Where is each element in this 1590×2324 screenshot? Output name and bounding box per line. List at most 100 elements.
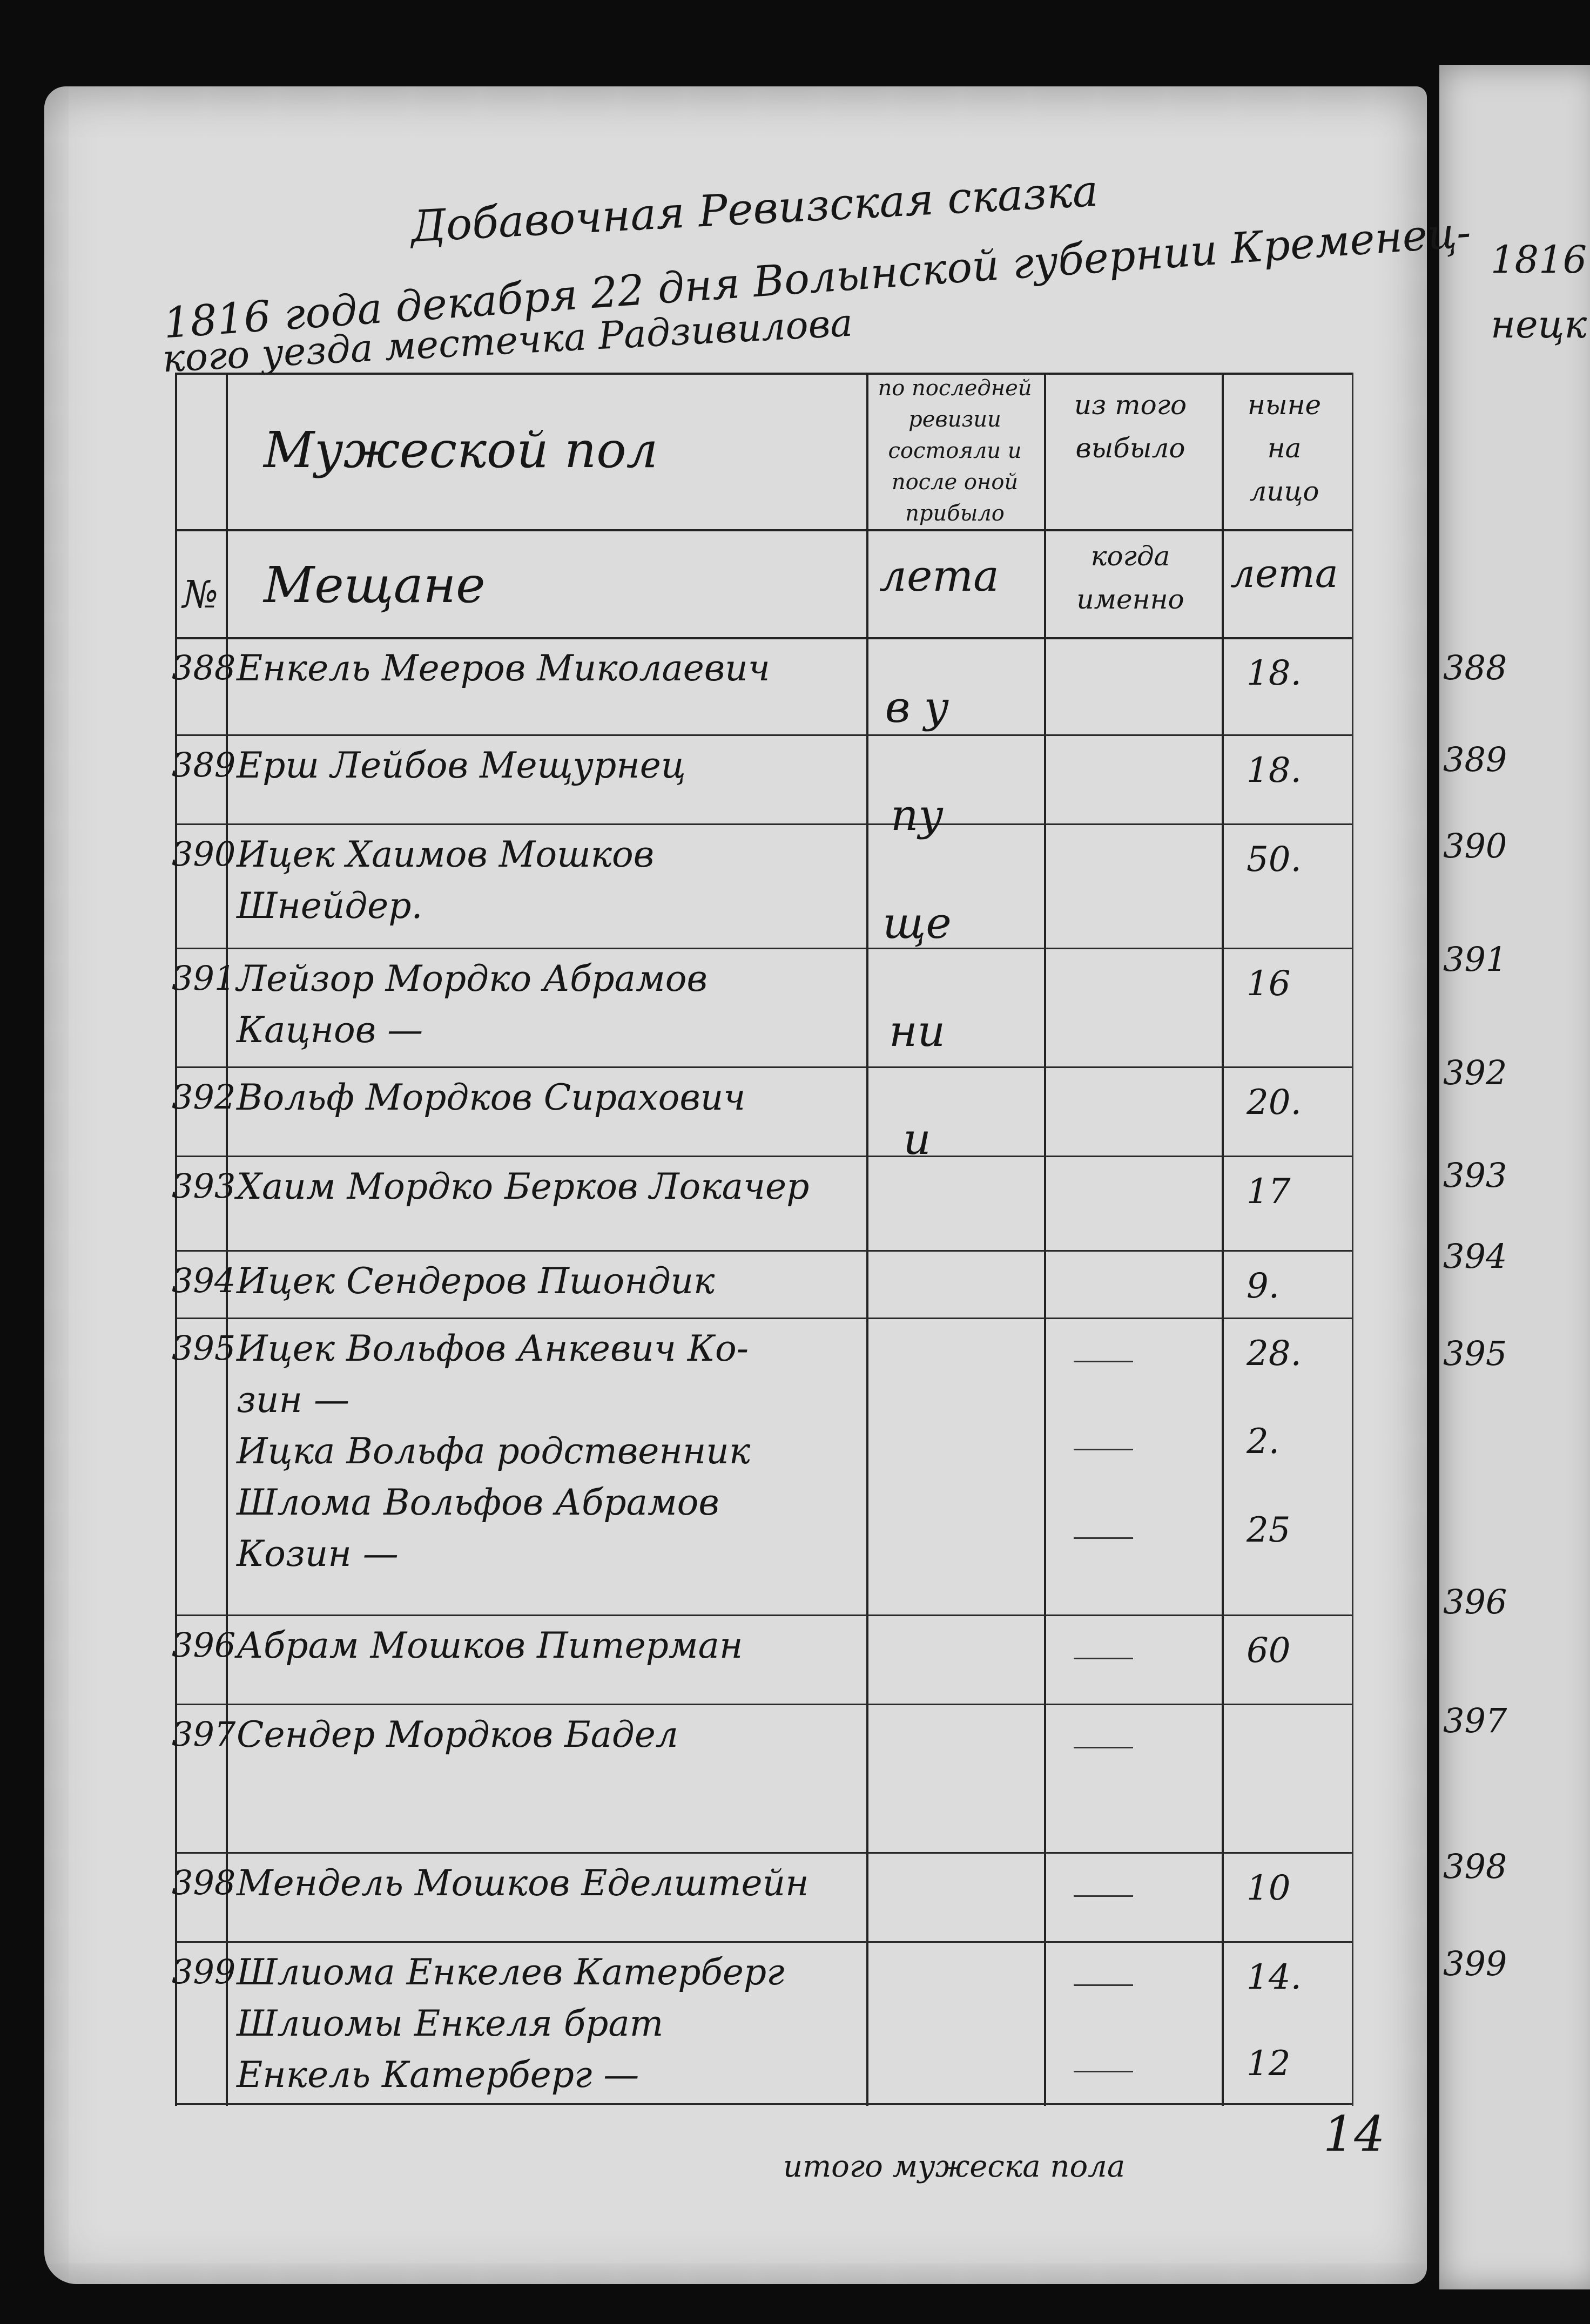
table-row: 399 Шлиома Енкелев Катерберг Шлиомы Енкеля…: [172, 1941, 1352, 2105]
name-line: Ицка Вольфа родственник: [237, 1430, 751, 1472]
column-header-previous: по последней ревизии состояли и после он…: [878, 376, 1032, 526]
age-now: 20.: [1247, 1083, 1302, 1123]
table-row: 394 Ицек Сендеров Пшондик 9.: [172, 1250, 1352, 1319]
next-page-row-number: 393: [1443, 1156, 1507, 1195]
age-now: 18.: [1247, 653, 1302, 693]
age-now: 12: [1247, 2044, 1291, 2084]
row-number: 395: [172, 1328, 236, 1368]
next-page-row-number: 388: [1443, 648, 1507, 687]
age-now: 25: [1247, 1510, 1291, 1550]
empty-dash: [1074, 2071, 1133, 2072]
next-page-row-number: 399: [1443, 1944, 1507, 1983]
row-number: 398: [172, 1863, 236, 1902]
name-line: Шнейдер.: [237, 885, 423, 927]
next-page-row-number: 392: [1443, 1053, 1507, 1092]
next-page-row-number: 397: [1443, 1701, 1507, 1740]
column-header-present: ныне на лицо: [1247, 389, 1322, 507]
table-row: 388 Енкель Мееров Миколаевич 18.: [172, 637, 1352, 736]
person-name: Лейзор Мордко Абрамов Кацнов —: [237, 953, 708, 1056]
person-name: Шлиома Енкелев Катерберг Шлиомы Енкеля бр…: [237, 1947, 785, 2100]
name-line: Енкель Катерберг —: [237, 2054, 639, 2096]
empty-dash: [1074, 1895, 1133, 1897]
empty-dash: [1074, 1747, 1133, 1748]
table-row: 397 Сендер Мордков Бадел: [172, 1704, 1352, 1854]
empty-dash: [1074, 1449, 1133, 1451]
table-row: 389 Ерш Лейбов Мещурнец 18.: [172, 734, 1352, 825]
name-line: Вольф Мордков Сирахович: [237, 1077, 746, 1118]
next-page-year: 1816: [1491, 238, 1587, 282]
name-line: Ицек Сендеров Пшондик: [237, 1260, 715, 1302]
age-now: 14.: [1247, 1957, 1302, 1997]
row-number: 388: [172, 648, 236, 687]
column-divider: [226, 373, 228, 2106]
row-number: 392: [172, 1077, 236, 1117]
name-line: Мендель Мошков Еделштейн: [237, 1862, 809, 1904]
next-page-row-number: 398: [1443, 1847, 1507, 1886]
name-line: Ицек Хаимов Мошков: [237, 834, 655, 875]
census-table: Мужеской пол по последней ревизии состоя…: [172, 373, 1353, 2106]
row-divider: [177, 529, 1352, 531]
row-divider: [177, 373, 1352, 375]
age-now: 10: [1247, 1868, 1291, 1908]
age-now: 16: [1247, 964, 1291, 1004]
row-number: 393: [172, 1166, 236, 1206]
row-number: 396: [172, 1625, 236, 1665]
next-page-edge: [1439, 65, 1590, 2289]
name-line: Хаим Мордко Берков Локачер: [237, 1166, 810, 1207]
sub-header-age-1: лета: [879, 551, 999, 601]
name-line: Шлиомы Енкеля брат: [237, 2003, 664, 2044]
name-line: Шлома Вольфов Абрамов: [237, 1482, 719, 1523]
person-name: Ерш Лейбов Мещурнец: [237, 740, 686, 791]
next-page-text: нецк: [1491, 302, 1587, 347]
name-line: Кацнов —: [237, 1009, 423, 1051]
person-name: Мендель Мошков Еделштейн: [237, 1857, 809, 1909]
name-line: Енкель Мееров Миколаевич: [237, 647, 770, 689]
row-number: 397: [172, 1714, 236, 1754]
table-row: 395 Ицек Вольфов Анкевич Ко-зин — Ицка Вол…: [172, 1318, 1352, 1616]
row-number: 391: [172, 958, 236, 998]
empty-dash: [1074, 1984, 1133, 1986]
page-number: 14: [1323, 2106, 1385, 2163]
column-header-departed: из того выбыло: [1074, 389, 1187, 464]
empty-dash: [1074, 1537, 1133, 1539]
next-page-row-number: 395: [1443, 1334, 1507, 1373]
table-row: 390 Ицек Хаимов Мошков Шнейдер. 50.: [172, 823, 1352, 949]
next-page-row-number: 390: [1443, 826, 1507, 866]
sub-header-age-2: лета: [1230, 551, 1338, 596]
table-row: 393 Хаим Мордко Берков Локачер 17: [172, 1156, 1352, 1252]
person-name: Абрам Мошков Питерман: [237, 1620, 743, 1671]
name-line: зин —: [237, 1379, 349, 1421]
person-name: Ицек Вольфов Анкевич Ко-зин — Ицка Вольфа…: [237, 1323, 750, 1579]
vertical-note: в упущении: [882, 682, 952, 1164]
table-row: 392 Вольф Мордков Сирахович 20.: [172, 1066, 1352, 1157]
row-number: 390: [172, 834, 236, 874]
person-name: Енкель Мееров Миколаевич: [237, 643, 770, 694]
age-now: 9.: [1247, 1266, 1280, 1306]
next-page-row-number: 396: [1443, 1582, 1507, 1622]
person-name: Ицек Сендеров Пшондик: [237, 1255, 715, 1307]
sub-header-when: когда именно: [1076, 541, 1184, 615]
row-number: 389: [172, 745, 236, 785]
name-line: Шлиома Енкелев Катерберг: [237, 1951, 785, 1993]
age-now: 28.: [1247, 1334, 1302, 1374]
name-line: Лейзор Мордко Абрамов: [237, 958, 708, 999]
person-name: Вольф Мордков Сирахович: [237, 1072, 745, 1123]
table-row: 396 Абрам Мошков Питерман 60: [172, 1614, 1352, 1705]
age-now: 50.: [1247, 840, 1302, 880]
person-name: Сендер Мордков Бадел: [237, 1709, 678, 1760]
table-row: 391 Лейзор Мордко Абрамов Кацнов — 16: [172, 948, 1352, 1068]
column-divider: [866, 373, 868, 2106]
row-number: 399: [172, 1952, 236, 1991]
age-now: 60: [1247, 1631, 1291, 1671]
sub-header-estate: Мещане: [264, 556, 486, 614]
row-divider: [177, 637, 1352, 639]
table-row: 398 Мендель Мошков Еделштейн 10: [172, 1852, 1352, 1943]
total-label: итого мужеска пола: [783, 2149, 1126, 2184]
age-now: 2.: [1247, 1422, 1280, 1462]
row-number: 394: [172, 1261, 236, 1300]
next-page-row-number: 391: [1443, 940, 1507, 979]
person-name: Ицек Хаимов Мошков Шнейдер.: [237, 829, 654, 931]
name-line: Абрам Мошков Питерман: [237, 1625, 743, 1666]
name-line: Ерш Лейбов Мещурнец: [237, 745, 686, 786]
name-line: Ицек Вольфов Анкевич Ко-: [237, 1328, 749, 1369]
